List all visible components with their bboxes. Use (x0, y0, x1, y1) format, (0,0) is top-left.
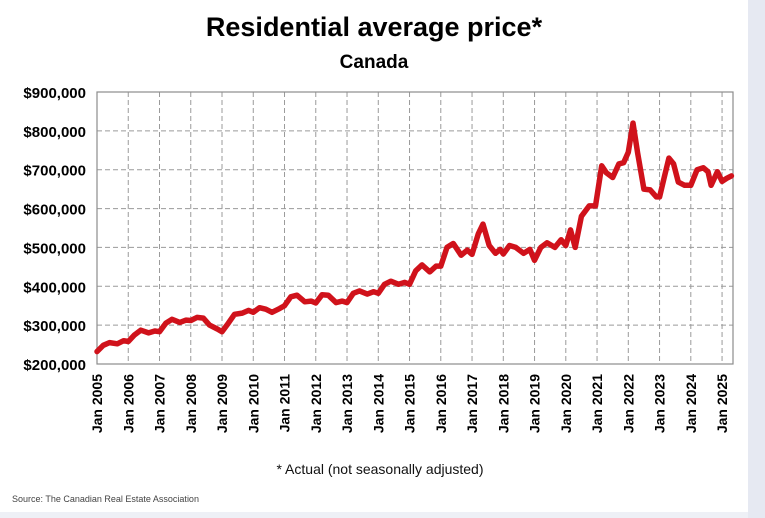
x-tick-label: Jan 2017 (464, 374, 480, 433)
x-tick-label: Jan 2019 (527, 374, 543, 433)
x-tick-label: Jan 2009 (214, 374, 230, 433)
x-tick-label: Jan 2014 (370, 374, 386, 433)
x-tick-label: Jan 2006 (120, 374, 136, 433)
y-tick-label: $700,000 (23, 163, 86, 180)
x-tick-label: Jan 2012 (308, 374, 324, 433)
x-tick-label: Jan 2015 (402, 374, 418, 433)
x-tick-label: Jan 2022 (620, 374, 636, 433)
chart-title: Residential average price* (205, 12, 543, 42)
price-series-line (94, 120, 735, 355)
window-edge (748, 0, 765, 518)
y-tick-label: $500,000 (23, 240, 86, 257)
x-tick-label: Jan 2018 (495, 374, 511, 433)
y-tick-label: $200,000 (23, 357, 86, 374)
x-tick-label: Jan 2005 (89, 374, 105, 433)
x-tick-label: Jan 2010 (245, 374, 261, 433)
x-tick-label: Jan 2016 (433, 374, 449, 433)
x-tick-label: Jan 2013 (339, 374, 355, 433)
x-tick-label: Jan 2024 (683, 374, 699, 433)
chart-subtitle: Canada (339, 52, 409, 73)
x-tick-label: Jan 2021 (589, 374, 605, 433)
x-tick-label: Jan 2025 (714, 374, 730, 433)
y-tick-label: $300,000 (23, 318, 86, 335)
x-tick-label: Jan 2011 (277, 374, 293, 433)
x-tick-label: Jan 2023 (652, 374, 668, 433)
chart-footnote: * Actual (not seasonally adjusted) (276, 461, 484, 477)
x-tick-label: Jan 2007 (152, 374, 168, 433)
plot-area (97, 92, 733, 364)
y-tick-label: $800,000 (23, 124, 86, 141)
y-tick-label: $400,000 (23, 279, 86, 296)
source-note: Source: The Canadian Real Estate Associa… (12, 494, 199, 504)
y-tick-label: $600,000 (23, 202, 86, 219)
x-tick-label: Jan 2020 (558, 374, 574, 433)
plot-border (96, 91, 734, 365)
x-tick-label: Jan 2008 (183, 374, 199, 433)
y-tick-label: $900,000 (23, 85, 86, 102)
